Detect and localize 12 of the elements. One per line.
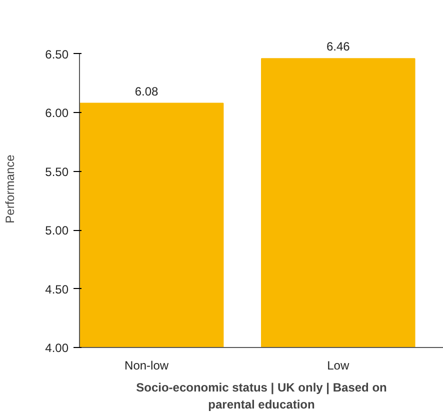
x-tick-label: Low: [327, 358, 350, 372]
y-tick-label: 4.50: [45, 282, 69, 296]
x-axis-title: Socio-economic status | UK only | Based on parental education: [136, 380, 387, 412]
y-tick-label: 6.50: [45, 47, 69, 62]
y-tick-label: 4.00: [45, 341, 69, 355]
y-axis-title: Performance: [3, 154, 18, 224]
y-tick-label: 5.50: [45, 164, 69, 179]
y-tick-label: 6.00: [45, 106, 69, 120]
x-tick-label: Non-low: [124, 358, 169, 372]
y-tick-label: 5.00: [45, 224, 69, 238]
data-label: 6.46: [326, 40, 350, 54]
data-label: 6.08: [134, 84, 159, 98]
